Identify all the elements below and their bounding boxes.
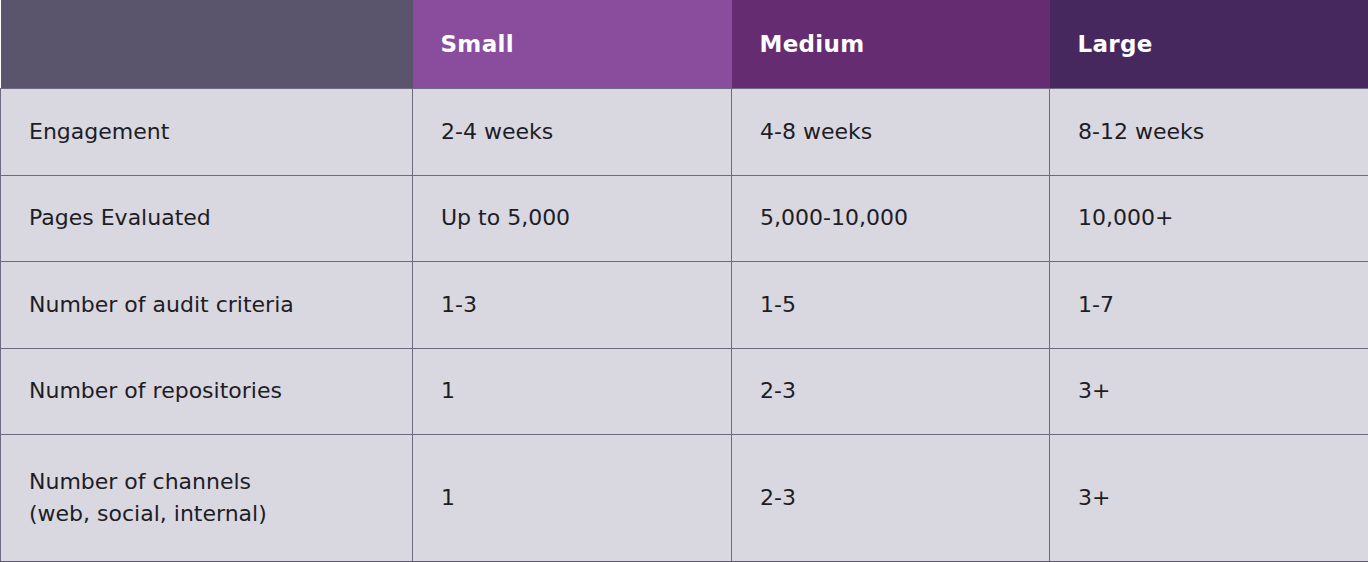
header-cell-blank: [1, 0, 413, 88]
cell-medium: 4-8 weeks: [732, 88, 1050, 175]
cell-large: 1-7: [1050, 261, 1368, 348]
table-body: Engagement 2-4 weeks 4-8 weeks 8-12 week…: [1, 88, 1368, 562]
table-row-pages-evaluated: Pages Evaluated Up to 5,000 5,000-10,000…: [1, 175, 1368, 261]
table-row-engagement: Engagement 2-4 weeks 4-8 weeks 8-12 week…: [1, 88, 1368, 175]
header-cell-medium: Medium: [732, 0, 1050, 88]
comparison-table: Small Medium Large Engagement 2-4 weeks …: [0, 0, 1368, 562]
table-header: Small Medium Large: [1, 0, 1368, 88]
cell-large: 3+: [1050, 434, 1368, 562]
header-row: Small Medium Large: [1, 0, 1368, 88]
table-row-repositories: Number of repositories 1 2-3 3+: [1, 348, 1368, 434]
row-label: Number of channels (web, social, interna…: [1, 434, 413, 562]
cell-medium: 1-5: [732, 261, 1050, 348]
cell-large: 8-12 weeks: [1050, 88, 1368, 175]
cell-small: Up to 5,000: [413, 175, 732, 261]
cell-large: 10,000+: [1050, 175, 1368, 261]
row-label: Pages Evaluated: [1, 175, 413, 261]
cell-large: 3+: [1050, 348, 1368, 434]
cell-small: 1: [413, 348, 732, 434]
cell-medium: 2-3: [732, 348, 1050, 434]
cell-small: 1: [413, 434, 732, 562]
row-label: Number of repositories: [1, 348, 413, 434]
header-cell-small: Small: [413, 0, 732, 88]
cell-small: 2-4 weeks: [413, 88, 732, 175]
row-label: Number of audit criteria: [1, 261, 413, 348]
table-row-channels: Number of channels (web, social, interna…: [1, 434, 1368, 562]
row-label: Engagement: [1, 88, 413, 175]
cell-medium: 2-3: [732, 434, 1050, 562]
table-row-audit-criteria: Number of audit criteria 1-3 1-5 1-7: [1, 261, 1368, 348]
header-cell-large: Large: [1050, 0, 1368, 88]
cell-small: 1-3: [413, 261, 732, 348]
cell-medium: 5,000-10,000: [732, 175, 1050, 261]
